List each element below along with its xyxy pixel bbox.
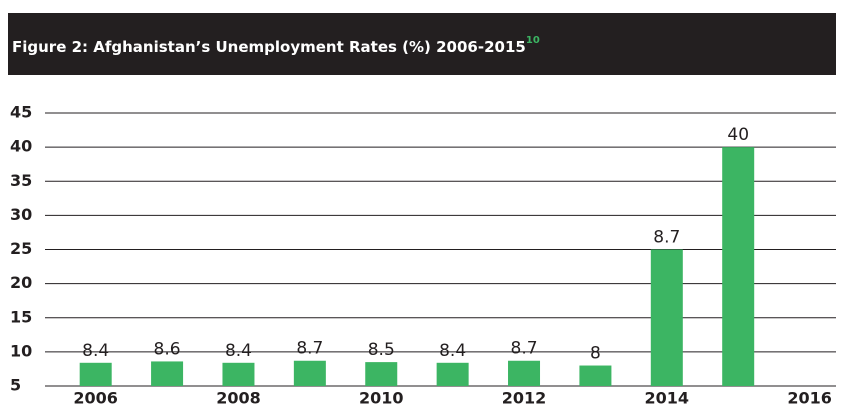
bar (436, 362, 469, 386)
title-text: Figure 2: Afghanistan’s Unemployment Rat… (12, 38, 526, 56)
y-tick-label: 25 (10, 239, 32, 258)
bar (579, 365, 612, 386)
bar (293, 360, 326, 386)
value-label: 8.4 (439, 341, 466, 361)
x-tick-label: 2012 (502, 389, 547, 408)
value-label: 8.7 (511, 339, 538, 359)
y-tick-label: 35 (10, 171, 32, 190)
bar (508, 360, 541, 386)
bar (722, 147, 755, 386)
chart-title: Figure 2: Afghanistan’s Unemployment Rat… (12, 35, 540, 56)
y-tick-label: 30 (10, 205, 32, 224)
y-tick-label: 5 (10, 376, 21, 395)
bar (365, 362, 398, 386)
y-tick-label: 15 (10, 307, 32, 326)
value-label: 8.4 (82, 341, 109, 361)
x-tick-label: 2016 (787, 389, 832, 408)
bar (650, 249, 683, 386)
value-label: 40 (727, 125, 749, 145)
value-label: 8.5 (368, 340, 395, 360)
value-label: 8.7 (653, 228, 680, 248)
value-label: 8 (590, 344, 601, 364)
x-tick-label: 2008 (216, 389, 261, 408)
y-tick-label: 20 (10, 273, 32, 292)
y-tick-label: 45 (10, 103, 32, 122)
y-tick-label: 40 (10, 137, 32, 156)
title-bar (8, 13, 836, 75)
bar (222, 362, 255, 386)
x-tick-label: 2014 (645, 389, 690, 408)
value-label: 8.6 (154, 339, 181, 359)
y-tick-label: 10 (10, 341, 32, 360)
value-label: 8.7 (296, 339, 323, 359)
value-label: 8.4 (225, 341, 252, 361)
x-tick-label: 2006 (73, 389, 118, 408)
bar (79, 362, 112, 386)
x-tick-label: 2010 (359, 389, 404, 408)
bar (151, 361, 184, 386)
footnote-ref: 10 (526, 35, 540, 46)
